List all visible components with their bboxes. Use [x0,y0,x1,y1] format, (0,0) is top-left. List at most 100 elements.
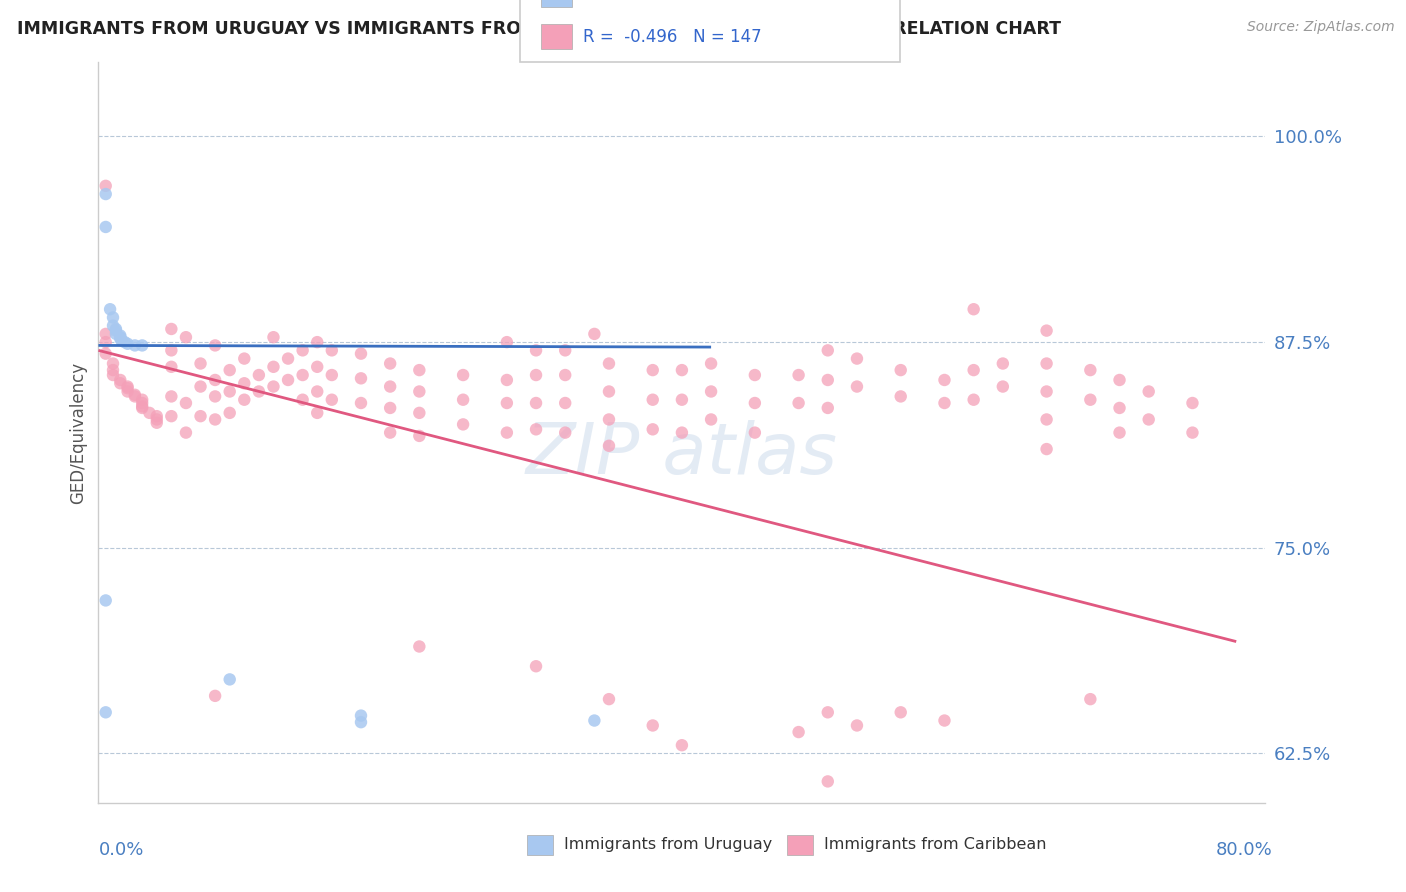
Point [117,381,139,395]
Point [218,673,240,687]
Point [160,409,183,424]
Point [160,343,183,358]
Point [496,335,519,350]
Point [94,326,117,341]
Point [291,368,314,382]
Point [890,363,912,377]
Point [846,718,869,732]
Point [700,412,723,426]
Point [524,343,547,358]
Point [524,368,547,382]
Point [138,406,160,420]
Point [262,359,284,374]
Point [247,368,270,382]
Point [962,302,984,317]
Point [160,322,183,336]
Point [146,409,169,424]
Point [583,326,606,341]
Point [124,338,146,352]
Point [496,425,519,440]
Point [101,310,124,325]
Point [380,379,402,393]
Point [104,324,127,338]
Point [846,379,869,393]
Point [524,396,547,410]
Point [321,343,343,358]
Point [174,425,197,440]
Point [204,373,226,387]
Point [641,718,664,732]
Point [1080,392,1102,407]
Point [817,343,839,358]
Y-axis label: GED/Equivalency: GED/Equivalency [69,361,87,504]
Point [787,368,810,382]
Point [160,389,183,403]
Point [277,351,299,366]
Point [94,335,117,350]
Point [787,396,810,410]
Point [744,425,766,440]
Point [104,326,127,341]
Point [598,412,620,426]
Point [583,714,606,728]
Point [817,706,839,720]
Text: R =  -0.002   N =   18: R = -0.002 N = 18 [583,0,762,4]
Point [1108,401,1130,415]
Point [247,384,270,399]
Point [101,357,124,371]
Point [94,187,117,202]
Point [321,368,343,382]
Point [408,406,430,420]
Point [991,357,1014,371]
Point [190,379,212,393]
Point [307,359,329,374]
Point [671,392,693,407]
Point [204,338,226,352]
Text: 0.0%: 0.0% [98,841,143,859]
Point [380,425,402,440]
Point [496,373,519,387]
Point [641,392,664,407]
Point [1080,363,1102,377]
Point [598,384,620,399]
Point [380,401,402,415]
Point [744,368,766,382]
Point [408,363,430,377]
Point [131,401,153,415]
Point [262,330,284,344]
Point [934,373,956,387]
Point [110,376,132,391]
Point [817,373,839,387]
Point [114,335,136,350]
Point [350,396,373,410]
Point [524,422,547,436]
Point [641,422,664,436]
Point [110,328,132,343]
Text: ZIP atlas: ZIP atlas [526,420,838,490]
Point [350,371,373,385]
Point [1035,442,1057,456]
Point [94,178,117,193]
Point [890,706,912,720]
Point [890,389,912,403]
Text: 80.0%: 80.0% [1216,841,1272,859]
Point [962,392,984,407]
Text: Immigrants from Caribbean: Immigrants from Caribbean [824,838,1046,852]
Point [744,396,766,410]
Point [700,357,723,371]
Point [641,363,664,377]
Point [111,334,134,348]
Text: Source: ZipAtlas.com: Source: ZipAtlas.com [1247,20,1395,34]
Point [1080,692,1102,706]
Point [204,389,226,403]
Point [1035,357,1057,371]
Point [598,692,620,706]
Point [380,357,402,371]
Point [101,318,124,333]
Point [934,714,956,728]
Point [671,363,693,377]
Point [110,332,132,346]
Point [554,368,576,382]
Point [110,330,132,344]
Point [94,346,117,360]
